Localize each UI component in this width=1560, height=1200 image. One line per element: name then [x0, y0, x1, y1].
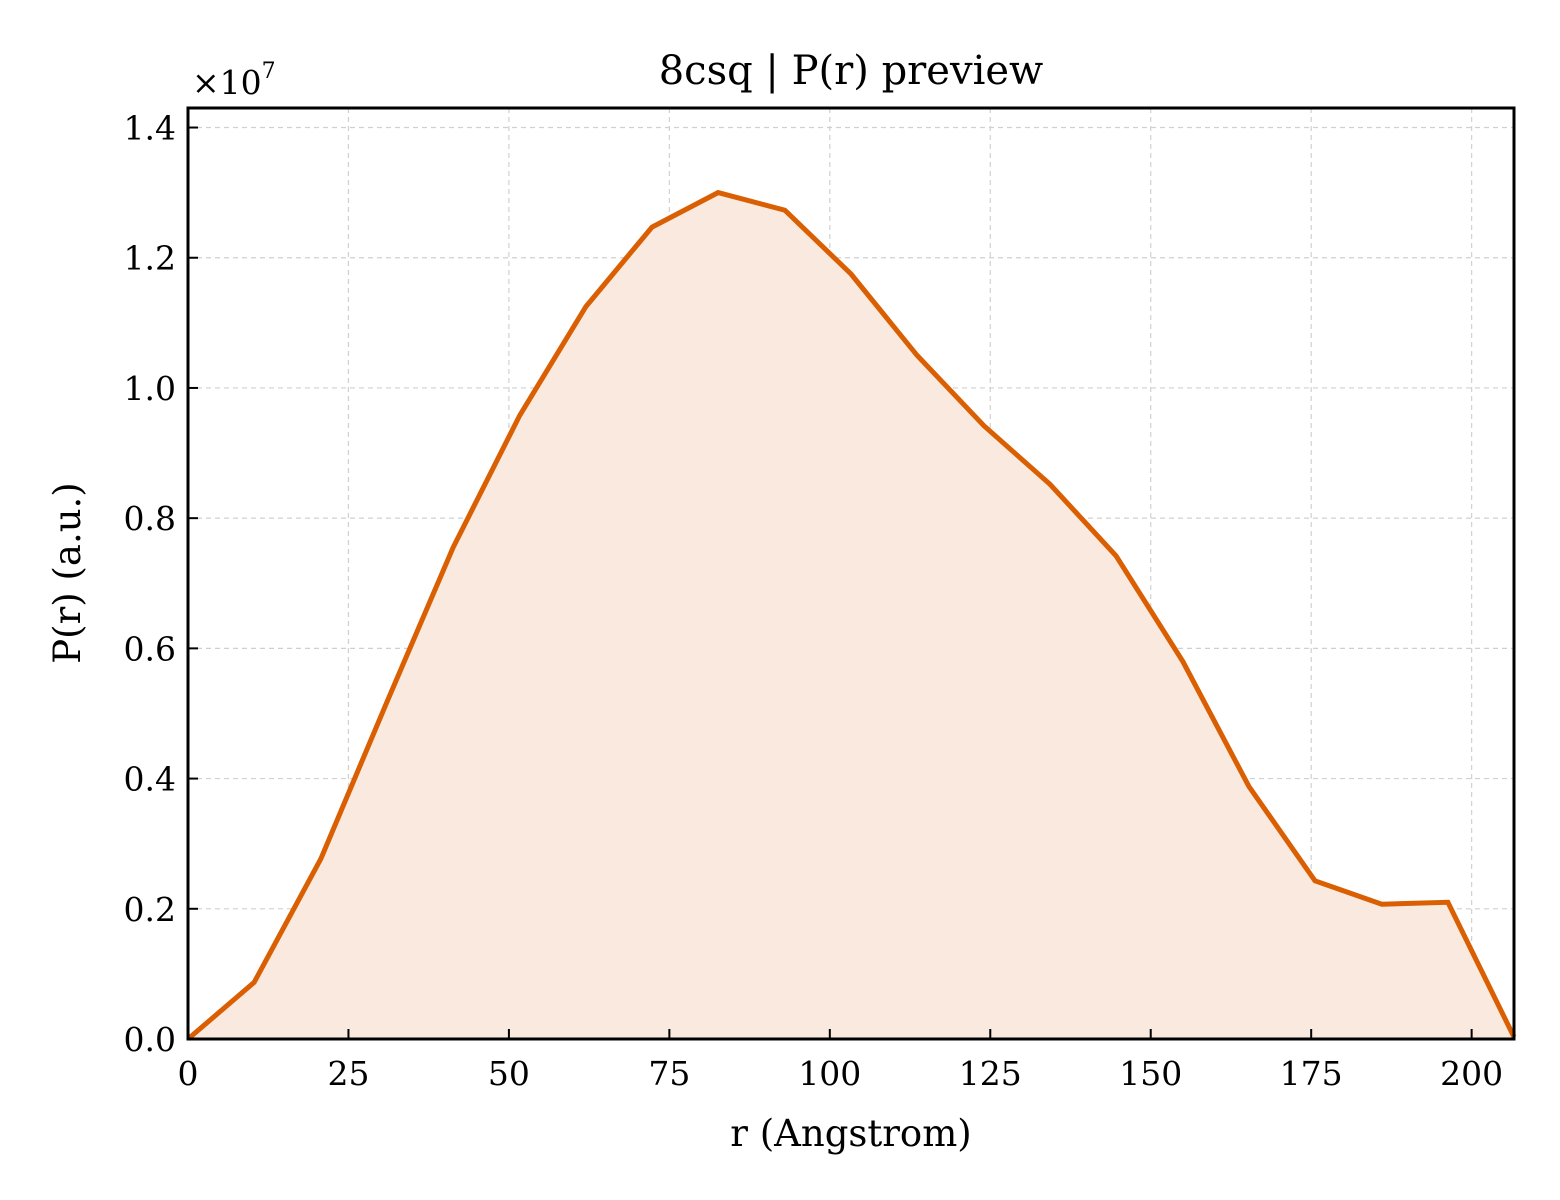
y-axis-label: P(r) (a.u.)	[46, 482, 89, 664]
y-tick-label: 1.2	[124, 239, 176, 278]
y-tick-label: 1.0	[124, 369, 176, 408]
x-tick-label: 200	[1440, 1054, 1503, 1093]
y-tick-label: 0.8	[124, 499, 176, 538]
y-tick-labels: 0.0 0.2 0.4 0.6 0.8 1.0 1.2 1.4	[124, 109, 176, 1059]
pr-series-line	[186, 189, 1517, 1041]
x-tick-label: 75	[648, 1054, 690, 1093]
y-tick-label: 0.2	[124, 890, 176, 929]
pr-area-fill	[188, 192, 1514, 1040]
line-layer	[186, 189, 1517, 1041]
x-tick-label: 175	[1280, 1054, 1343, 1093]
chart-title: 8csq | P(r) preview	[659, 48, 1044, 94]
ticks	[187, 126, 1473, 1040]
y-tick-label: 1.4	[124, 109, 176, 148]
y-tick-label: 0.6	[124, 629, 176, 668]
area-layer	[188, 192, 1514, 1040]
x-tick-label: 25	[327, 1054, 369, 1093]
x-tick-label: 125	[959, 1054, 1022, 1093]
x-tick-label: 100	[798, 1054, 861, 1093]
x-tick-label: 150	[1119, 1054, 1182, 1093]
x-axis-label: r (Angstrom)	[730, 1112, 971, 1155]
plot-frame	[186, 106, 1516, 1041]
x-tick-label: 0	[178, 1054, 199, 1093]
y-multiplier-base: ×10	[192, 63, 262, 102]
y-tick-label: 0.4	[124, 760, 176, 799]
x-tick-label: 50	[488, 1054, 530, 1093]
y-tick-label: 0.0	[124, 1020, 176, 1059]
y-axis-multiplier: ×107	[192, 59, 276, 102]
y-multiplier-exponent: 7	[262, 59, 276, 84]
x-tick-labels: 0 25 50 75 100 125 150 175 200	[178, 1054, 1504, 1093]
